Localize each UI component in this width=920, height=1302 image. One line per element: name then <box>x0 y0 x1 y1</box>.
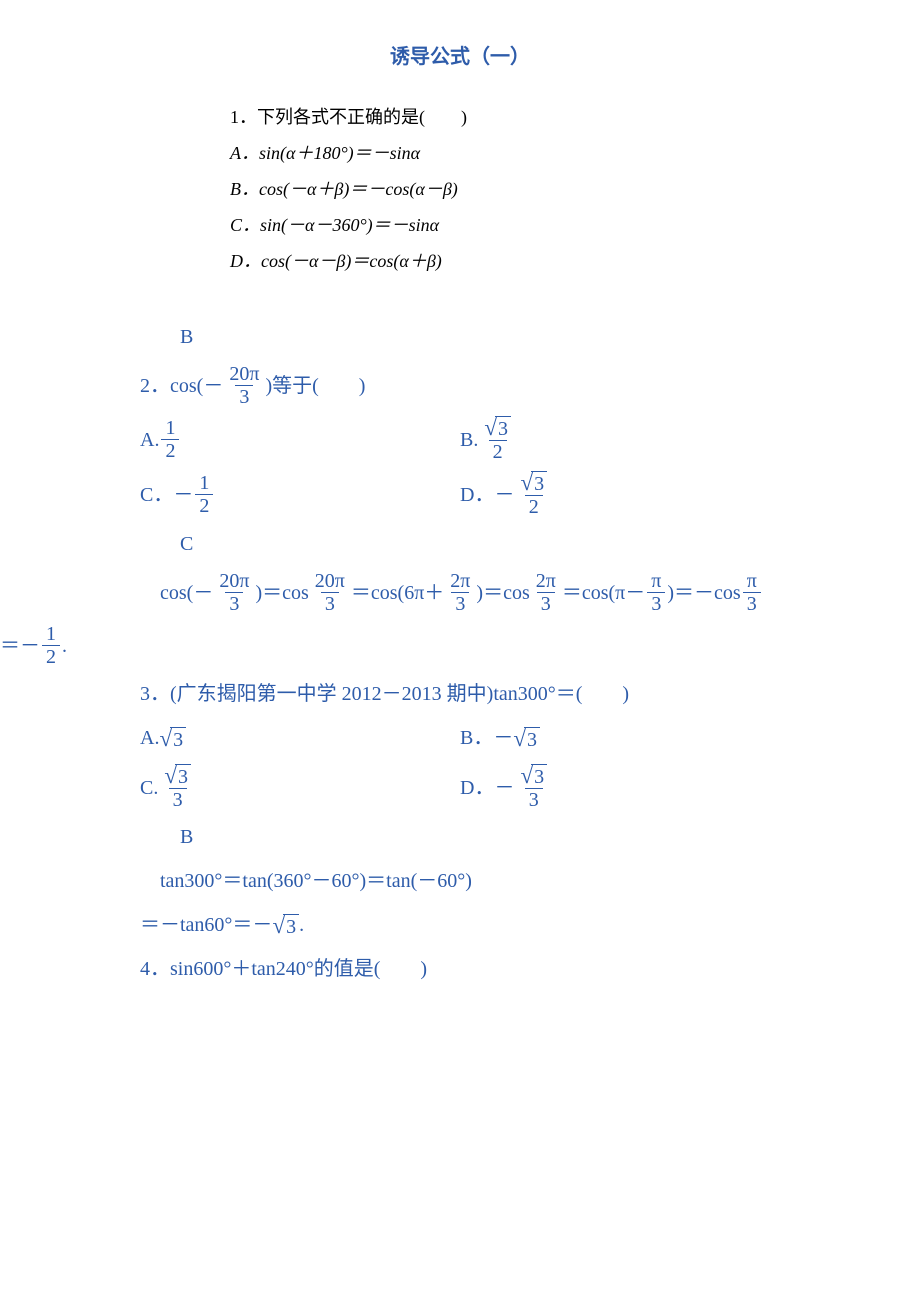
q3-solution-line1: tan300°＝tan(360°－60°)＝tan(－60°) <box>160 863 920 899</box>
opt-frac: √3 3 <box>160 764 195 811</box>
q2-stem-frac: 20π 3 <box>225 363 263 408</box>
sol-text: cos(－ <box>160 575 213 611</box>
q1-option-c: C．sin(－α－360°)＝－sinα <box>230 207 920 243</box>
q2-solution-line1: cos(－ 20π 3 )＝cos 20π 3 ＝cos(6π＋ 2π 3 )＝… <box>160 570 920 615</box>
sol-text: ＝cos(π－ <box>562 575 645 611</box>
q2-stem-suffix: )等于( ) <box>265 368 365 404</box>
frac-den: 3 <box>743 592 761 615</box>
frac-num: 20π <box>311 570 349 592</box>
q3-stem: 3．(广东揭阳第一中学 2012－2013 期中)tan300°＝( ) <box>140 676 920 712</box>
frac-den: 3 <box>537 592 555 615</box>
q4-stem: 4．sin600°＋tan240°的值是( ) <box>140 951 920 987</box>
sqrt-arg: 3 <box>524 727 540 750</box>
q3-options-row1: A. √3 B．－ √3 <box>140 720 920 756</box>
remaining-content: B 2．cos(－ 20π 3 )等于( ) A. 1 2 B. <box>140 319 920 987</box>
sol-frac3: 2π 3 <box>446 570 474 615</box>
q1-option-a: A．sin(α＋180°)＝－sinα <box>230 135 920 171</box>
sqrt-arg: 3 <box>283 914 299 937</box>
frac-den: 3 <box>451 592 469 615</box>
sol-text: . <box>299 907 304 943</box>
opt-frac: 1 2 <box>195 472 213 517</box>
opt-prefix: B．－ <box>460 720 513 756</box>
sol-text: ＝－tan60°＝－ <box>140 907 272 943</box>
frac-num: 20π <box>225 363 263 385</box>
q2-solution-line2: ＝－ 1 2 . <box>0 623 920 668</box>
q2-option-c: C．－ 1 2 <box>140 472 460 517</box>
sol-text: . <box>62 628 67 664</box>
frac-num: 1 <box>42 623 60 645</box>
frac-num: 1 <box>161 417 179 439</box>
frac-num: √3 <box>516 471 551 495</box>
frac-num: π <box>647 570 665 592</box>
sol-frac5: π 3 <box>647 570 665 615</box>
sol-frac2: 20π 3 <box>311 570 349 615</box>
opt-frac: √3 2 <box>480 416 515 463</box>
frac-num: 2π <box>446 570 474 592</box>
frac-den: 2 <box>525 495 543 518</box>
opt-prefix: D．－ <box>460 770 514 806</box>
q2-stem: 2．cos(－ 20π 3 )等于( ) <box>140 363 920 408</box>
sol-final-frac: 1 2 <box>42 623 60 668</box>
sol-text: )＝cos <box>476 575 529 611</box>
q2-option-d: D．－ √3 2 <box>460 471 553 518</box>
frac-den: 3 <box>235 385 253 408</box>
q2-option-b: B. √3 2 <box>460 416 517 463</box>
sol-frac1: 20π 3 <box>215 570 253 615</box>
sqrt-arg: 3 <box>170 727 186 750</box>
q1-stem: 1．下列各式不正确的是( ) <box>230 99 920 135</box>
sqrt-arg: 3 <box>175 764 191 787</box>
opt-prefix: B. <box>460 422 478 458</box>
opt-prefix: C. <box>140 770 158 806</box>
sol-text: )＝－cos <box>667 575 740 611</box>
q3-answer: B <box>180 819 920 855</box>
q3-option-c: C. √3 3 <box>140 764 460 811</box>
frac-den: 2 <box>161 439 179 462</box>
q3-option-b: B．－ √3 <box>460 720 540 756</box>
opt-frac: √3 2 <box>516 471 551 518</box>
opt-prefix: A. <box>140 422 159 458</box>
frac-num: 1 <box>195 472 213 494</box>
question-1: 1．下列各式不正确的是( ) A．sin(α＋180°)＝－sinα B．cos… <box>230 99 920 279</box>
sol-text: ＝－ <box>0 628 40 664</box>
frac-den: 3 <box>525 788 543 811</box>
frac-num: π <box>743 570 761 592</box>
q2-answer: C <box>180 526 920 562</box>
frac-num: 20π <box>215 570 253 592</box>
frac-den: 2 <box>195 494 213 517</box>
q3-option-d: D．－ √3 3 <box>460 764 553 811</box>
sol-text: )＝cos <box>255 575 308 611</box>
opt-frac: 1 2 <box>161 417 179 462</box>
frac-den: 2 <box>42 645 60 668</box>
q2-options-row2: C．－ 1 2 D．－ √3 2 <box>140 471 920 518</box>
opt-prefix: D．－ <box>460 477 514 513</box>
sol-frac6: π 3 <box>743 570 761 615</box>
frac-den: 3 <box>169 788 187 811</box>
frac-den: 2 <box>489 440 507 463</box>
q1-option-d: D．cos(－α－β)＝cos(α＋β) <box>230 243 920 279</box>
sqrt-arg: 3 <box>495 416 511 439</box>
q3-solution-line2: ＝－tan60°＝－ √3 . <box>140 907 920 943</box>
frac-num: √3 <box>160 764 195 788</box>
frac-num: √3 <box>480 416 515 440</box>
q2-stem-prefix: 2．cos(－ <box>140 368 223 404</box>
frac-den: 3 <box>225 592 243 615</box>
opt-prefix: A. <box>140 720 159 756</box>
frac-den: 3 <box>321 592 339 615</box>
q1-option-b: B．cos(－α＋β)＝－cos(α－β) <box>230 171 920 207</box>
page-title: 诱导公式（一） <box>0 40 920 69</box>
sol-text: ＝cos(6π＋ <box>351 575 444 611</box>
opt-frac: √3 3 <box>516 764 551 811</box>
sqrt-arg: 3 <box>531 471 547 494</box>
q3-options-row2: C. √3 3 D．－ √3 3 <box>140 764 920 811</box>
frac-num: √3 <box>516 764 551 788</box>
q3-option-a: A. √3 <box>140 720 460 756</box>
q1-answer: B <box>180 319 920 355</box>
frac-num: 2π <box>532 570 560 592</box>
q2-option-a: A. 1 2 <box>140 417 460 462</box>
sqrt-arg: 3 <box>531 764 547 787</box>
opt-prefix: C．－ <box>140 477 193 513</box>
sol-frac4: 2π 3 <box>532 570 560 615</box>
frac-den: 3 <box>647 592 665 615</box>
q2-options-row1: A. 1 2 B. √3 2 <box>140 416 920 463</box>
